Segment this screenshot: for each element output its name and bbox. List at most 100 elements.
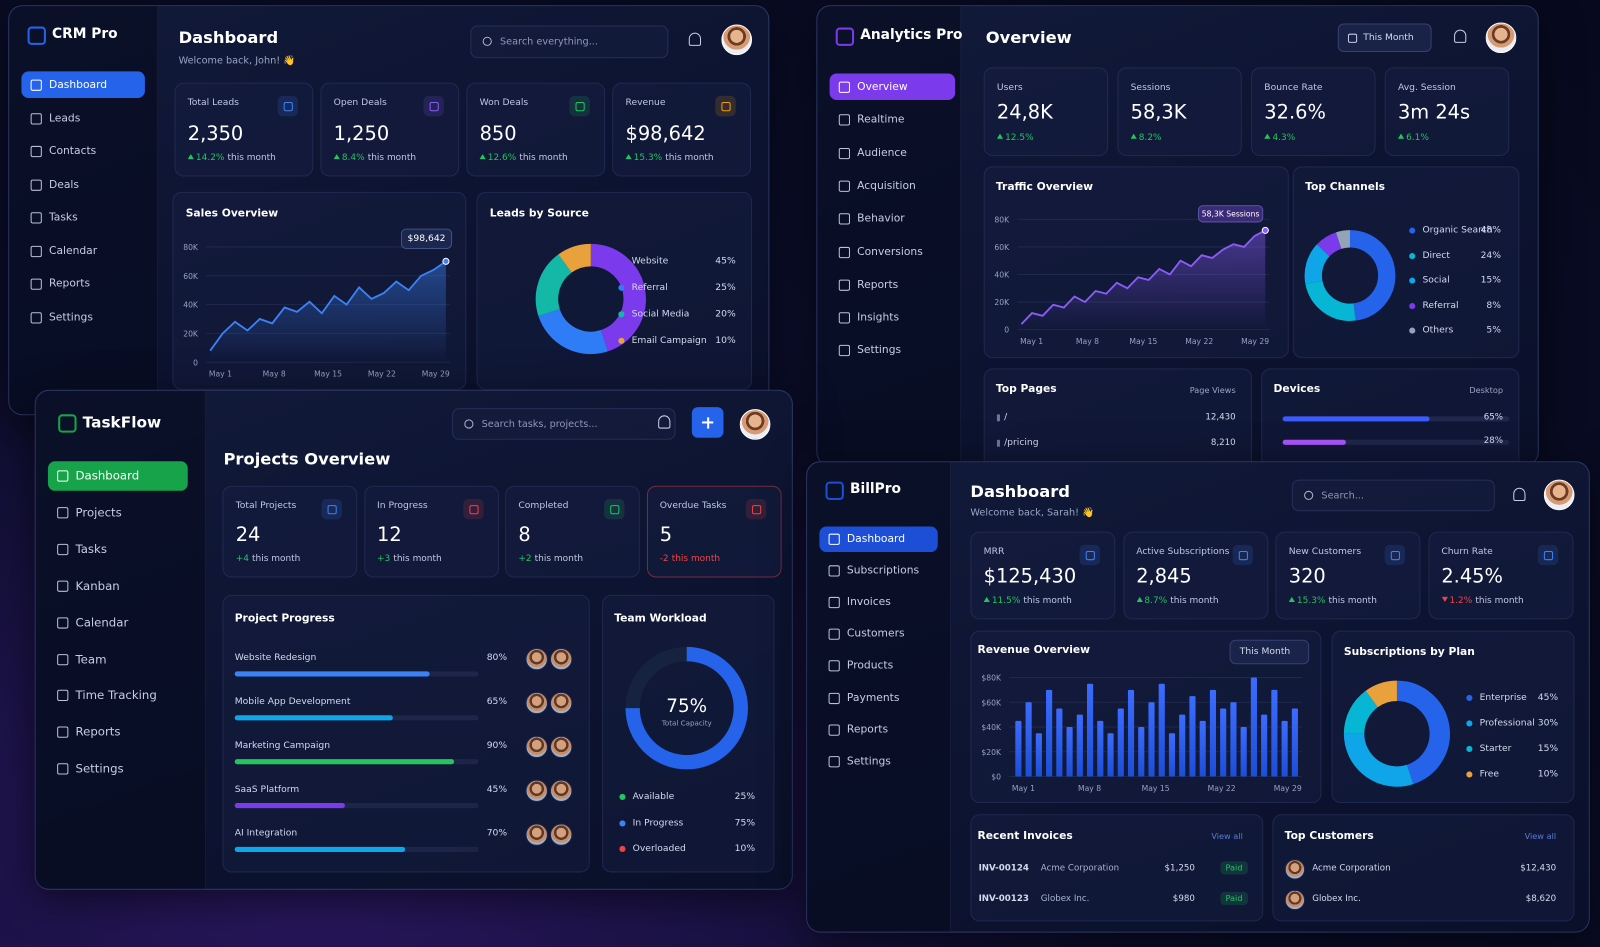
notification-bell[interactable] xyxy=(658,415,671,429)
nav-item[interactable]: Invoices xyxy=(819,589,937,615)
project-percent: 65% xyxy=(486,696,508,708)
nav-item[interactable]: Settings xyxy=(819,748,937,774)
nav-item[interactable]: Dashboard xyxy=(47,460,188,491)
nav-item[interactable]: Time Tracking xyxy=(48,680,188,710)
nav-item[interactable]: Subscriptions xyxy=(819,558,937,584)
nav-item[interactable]: Projects xyxy=(48,497,188,527)
search-placeholder: Search... xyxy=(1321,489,1364,502)
nav-item[interactable]: Payments xyxy=(819,685,937,711)
nav-item[interactable]: Behavior xyxy=(830,205,956,232)
legend-label: Direct xyxy=(1422,250,1450,261)
nav-item[interactable]: Acquisition xyxy=(830,172,956,199)
nav-item[interactable]: Audience xyxy=(830,139,956,166)
nav-item[interactable]: Contacts xyxy=(21,138,144,165)
stat-change: +3 this month xyxy=(377,554,442,564)
legend-value: 30% xyxy=(1537,718,1559,729)
nav-item[interactable]: Settings xyxy=(48,754,188,784)
nav-item[interactable]: Reports xyxy=(830,271,956,298)
legend-label: Available xyxy=(632,791,675,803)
member-avatar xyxy=(525,779,548,803)
trend-arrow xyxy=(1288,596,1295,603)
period-button[interactable]: This Month xyxy=(1337,23,1432,53)
stat-card: Completed 8 +2 this month xyxy=(505,485,640,578)
stat-change: 6.1% xyxy=(1397,133,1429,143)
nav-item[interactable]: Dashboard xyxy=(819,526,938,552)
trend-arrow xyxy=(479,154,486,160)
nav-label: Team xyxy=(75,651,107,666)
nav-label: Invoices xyxy=(846,596,891,609)
nav-item[interactable]: Deals xyxy=(21,171,144,198)
nav-item[interactable]: Calendar xyxy=(21,237,144,264)
stat-value: 2,845 xyxy=(1136,565,1192,588)
panel xyxy=(602,594,775,873)
nav-label: Deals xyxy=(48,178,79,191)
nav-label: Conversions xyxy=(857,245,923,258)
notification-bell[interactable] xyxy=(1454,29,1467,43)
stat-value: 850 xyxy=(479,122,517,145)
progress-bar xyxy=(234,846,406,853)
nav-item[interactable]: Conversions xyxy=(830,238,956,265)
stat-change: 12.5% xyxy=(996,133,1034,143)
nav-item[interactable]: Realtime xyxy=(830,106,956,133)
nav-item[interactable]: Tasks xyxy=(48,534,188,564)
nav-item[interactable]: Customers xyxy=(819,621,937,647)
nav-label: Payments xyxy=(846,691,900,704)
stat-value: 24 xyxy=(235,523,261,546)
notification-bell[interactable] xyxy=(688,32,702,46)
user-avatar[interactable] xyxy=(721,24,753,56)
stat-change: 8.4% this month xyxy=(333,153,416,163)
stat-value: 320 xyxy=(1288,565,1326,588)
search-box[interactable]: Search everything... xyxy=(470,25,669,59)
nav-item[interactable]: Insights xyxy=(830,304,956,331)
invoice-amount: $1,250 xyxy=(1164,863,1195,874)
legend-dot xyxy=(618,258,625,265)
legend-label: Professional xyxy=(1479,718,1535,729)
stat-label: Won Deals xyxy=(479,97,529,109)
legend-dot xyxy=(619,845,626,853)
add-button[interactable] xyxy=(691,407,724,438)
page-icon xyxy=(996,414,1000,422)
stat-card: Open Deals 1,250 8.4% this month xyxy=(320,82,460,177)
stat-icon xyxy=(462,498,484,520)
nav-item[interactable]: Kanban xyxy=(48,571,188,601)
search-box[interactable]: Search tasks, projects... xyxy=(452,408,676,440)
nav-item[interactable]: Settings xyxy=(830,337,956,364)
user-avatar[interactable] xyxy=(1485,22,1517,54)
user-avatar[interactable] xyxy=(739,409,771,440)
nav-item[interactable]: Reports xyxy=(21,270,144,297)
brand-name: CRM Pro xyxy=(52,25,118,42)
nav-item[interactable]: Overview xyxy=(829,73,956,100)
stat-change: +4 this month xyxy=(236,554,301,564)
project-name: Marketing Campaign xyxy=(234,740,331,752)
nav-item[interactable]: Reports xyxy=(819,716,937,742)
notification-bell[interactable] xyxy=(1513,487,1526,502)
stat-icon-glyph xyxy=(283,102,293,112)
stat-icon xyxy=(604,498,625,520)
search-placeholder: Search everything... xyxy=(499,36,598,48)
nav-label: Settings xyxy=(846,754,891,768)
user-avatar[interactable] xyxy=(1543,479,1575,511)
search-box[interactable]: Search... xyxy=(1291,479,1495,512)
panel-title: Revenue Overview xyxy=(977,643,1091,657)
nav-label: Customers xyxy=(846,627,905,641)
member-avatar xyxy=(549,691,573,715)
trend-arrow xyxy=(983,596,990,603)
nav-item[interactable]: Leads xyxy=(21,105,144,132)
nav-item[interactable]: Products xyxy=(819,653,937,679)
value-badge: 58,3K Sessions xyxy=(1197,204,1264,223)
nav-item[interactable]: Settings xyxy=(21,304,144,331)
nav-label: Contacts xyxy=(48,144,97,158)
stat-label: Churn Rate xyxy=(1441,546,1493,558)
stat-card: Users 24,8K 12.5% xyxy=(983,67,1109,157)
period-dropdown[interactable]: This Month xyxy=(1229,639,1310,665)
nav-item[interactable]: Tasks xyxy=(21,204,144,231)
nav-item[interactable]: Reports xyxy=(48,717,188,747)
search-placeholder: Search tasks, projects... xyxy=(481,418,598,430)
legend-label: Free xyxy=(1479,769,1500,780)
nav-item[interactable]: Team xyxy=(48,644,188,674)
nav-item[interactable]: Calendar xyxy=(48,607,188,637)
nav-item[interactable]: Dashboard xyxy=(21,71,145,98)
stat-label: Users xyxy=(996,82,1023,93)
view-all-link: View all xyxy=(1211,831,1243,841)
legend-value: 10% xyxy=(734,843,756,855)
